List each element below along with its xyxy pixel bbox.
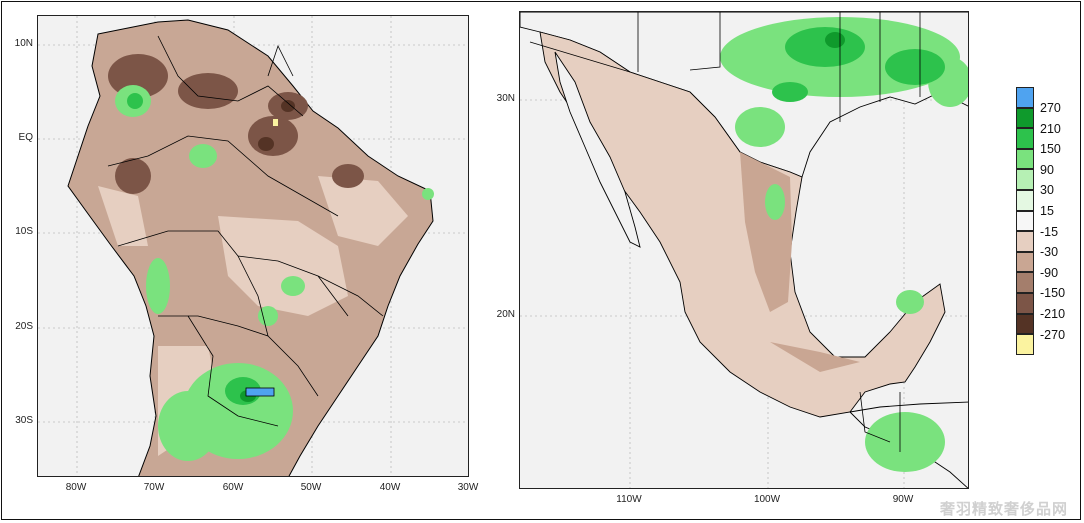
sa-lat-label-10n: 10N <box>14 38 33 49</box>
legend-label: 15 <box>1040 203 1054 218</box>
legend-swatch <box>1016 231 1034 252</box>
legend-label: 150 <box>1040 142 1061 157</box>
legend-row: -30 <box>1016 231 1080 259</box>
legend-swatch <box>1016 128 1034 149</box>
legend-row: 210 <box>1016 107 1080 136</box>
sa-lat-label-20s: 20S <box>15 321 33 332</box>
legend-row: 30 <box>1016 169 1080 197</box>
legend-swatch <box>1016 313 1034 335</box>
legend-label: 270 <box>1040 101 1061 115</box>
legend-label: -210 <box>1040 306 1066 321</box>
legend-row: 150 <box>1016 128 1080 156</box>
sa-lon-label-60w: 60W <box>222 482 244 493</box>
mx-lat-label-20n: 20N <box>496 309 515 320</box>
sa-lat-label-30s: 30S <box>15 415 33 426</box>
mx-lat-label-30n: 30N <box>496 93 515 104</box>
legend-swatch <box>1016 251 1034 273</box>
sa-lon-label-70w: 70W <box>143 482 165 493</box>
extreme-deficit-areas <box>258 100 295 151</box>
color-legend: 270 210 150 90 30 15 -15 -30 -90 -150 -210 -270 <box>1016 87 1080 355</box>
legend-row: 270 <box>1016 87 1080 115</box>
legend-label: -150 <box>1040 286 1066 301</box>
mx-lon-label-110w: 110W <box>616 494 642 505</box>
watermark: 奢羽精致奢侈品网 <box>939 500 1068 518</box>
legend-row: 90 <box>1016 148 1080 177</box>
legend-label: -90 <box>1040 265 1059 280</box>
surplus-areas <box>115 85 434 461</box>
sa-lon-label-50w: 50W <box>300 482 322 493</box>
legend-row: 15 <box>1016 189 1080 218</box>
legend-swatch <box>1016 210 1034 232</box>
legend-swatch <box>1016 272 1034 293</box>
sa-lon-label-30w: 30W <box>457 482 479 493</box>
mx-lon-label-90w: 90W <box>892 494 914 505</box>
sa-lat-label-10s: 10S <box>15 226 33 237</box>
sa-lon-label-40w: 40W <box>379 482 401 493</box>
legend-label: -30 <box>1040 245 1059 260</box>
sa-lon-label-80w: 80W <box>65 482 87 493</box>
country-borders <box>107 35 384 427</box>
legend-swatch <box>1016 169 1034 190</box>
state-borders <box>529 12 921 452</box>
usa-very-strong-surplus-areas <box>825 32 845 48</box>
baja-california <box>554 51 641 248</box>
legend-label: -15 <box>1040 224 1059 239</box>
exceptional-deficit-area <box>273 119 278 126</box>
mexico-map <box>519 11 969 489</box>
legend-swatch <box>1016 148 1034 170</box>
legend-row: -210 <box>1016 292 1080 321</box>
legend-label: -270 <box>1040 327 1066 342</box>
legend-swatch <box>1016 292 1034 314</box>
south-america-map <box>37 15 469 477</box>
legend-swatch <box>1016 189 1034 211</box>
south-america-map-canvas <box>38 16 468 476</box>
mexico-map-canvas <box>520 12 968 488</box>
usa-strong-surplus-areas <box>772 27 945 102</box>
legend-swatch <box>1016 107 1034 129</box>
legend-swatch <box>1016 87 1034 108</box>
extreme-surplus-area <box>245 387 275 397</box>
legend-swatch <box>1016 334 1034 355</box>
legend-label: 210 <box>1040 121 1061 136</box>
legend-label: 90 <box>1040 162 1054 177</box>
mx-lon-label-100w: 100W <box>753 494 781 505</box>
legend-row: -15 <box>1016 210 1080 239</box>
mexico-landmass <box>539 31 946 418</box>
legend-row <box>1016 334 1080 355</box>
legend-label: 30 <box>1040 183 1054 198</box>
legend-row: -90 <box>1016 251 1080 280</box>
strong-deficit-areas <box>108 54 364 194</box>
legend-row: -270 <box>1016 313 1080 342</box>
legend-row: -150 <box>1016 272 1080 300</box>
sa-lat-label-eq: EQ <box>18 132 33 143</box>
